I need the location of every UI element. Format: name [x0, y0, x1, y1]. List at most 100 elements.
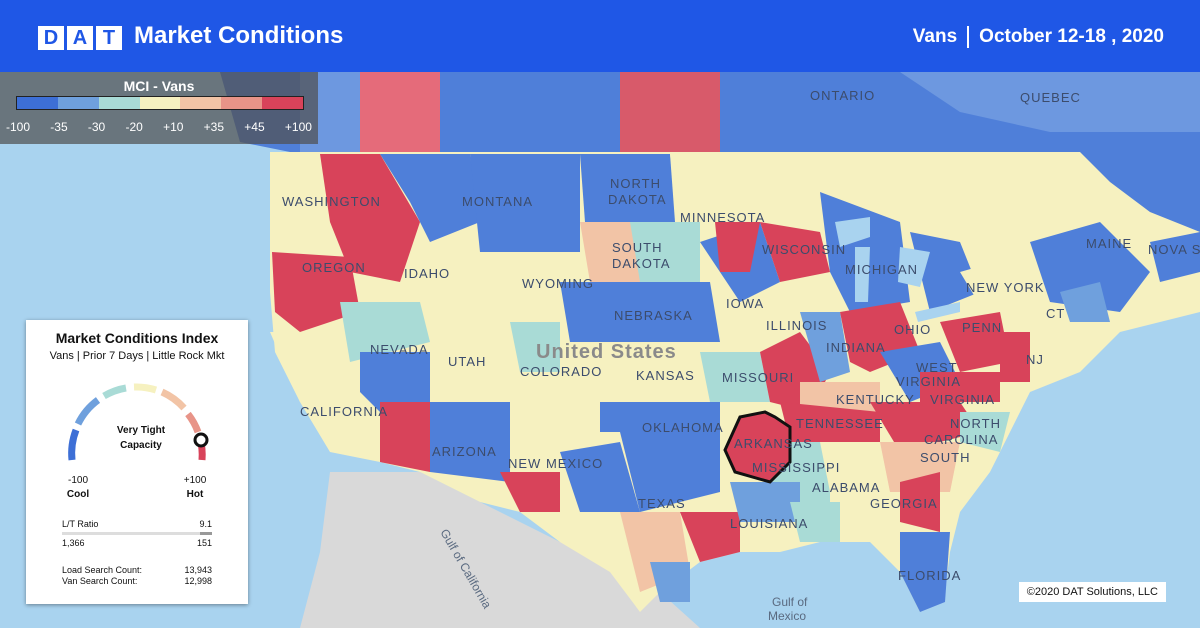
lt-ratio-bar [62, 532, 212, 535]
legend-tick: -100 [6, 120, 31, 134]
label-washington: WASHINGTON [282, 194, 381, 209]
gauge-indicator [193, 432, 209, 448]
legend-swatch [262, 97, 304, 109]
label-new-mexico: NEW MEXICO [508, 456, 603, 471]
panel-subtitle: Vans | Prior 7 Days | Little Rock Mkt [49, 350, 225, 362]
label-ct: CT [1046, 306, 1065, 321]
label-nj: NJ [1026, 352, 1044, 367]
equipment-type: Vans [912, 26, 958, 47]
market-conditions-panel: Market Conditions Index Vans | Prior 7 D… [26, 320, 248, 604]
label-nova-scotia: NOVA SC [1148, 242, 1200, 257]
label-virginia: VIRGINIA [930, 392, 995, 407]
label-utah: UTAH [448, 354, 486, 369]
gauge-status-line2: Capacity [120, 440, 162, 451]
label-minnesota: MINNESOTA [680, 210, 765, 225]
legend-tick: +45 [244, 120, 265, 134]
dat-logo: D A T [38, 26, 122, 50]
label-ohio: OHIO [894, 322, 931, 337]
label-north-dakota-1: NORTH [610, 176, 661, 191]
label-maine: MAINE [1086, 236, 1132, 251]
legend-tick: -30 [87, 120, 106, 134]
label-gulf-of-mexico-2: Mexico [768, 609, 806, 623]
legend-title: MCI - Vans [123, 78, 195, 94]
label-north-dakota-2: DAKOTA [608, 192, 667, 207]
label-california: CALIFORNIA [300, 404, 388, 419]
label-south-dakota-2: DAKOTA [612, 256, 671, 271]
label-louisiana: LOUISIANA [730, 516, 808, 531]
label-georgia: GEORGIA [870, 496, 938, 511]
legend-tick: +10 [163, 120, 184, 134]
report-info: Vans October 12-18 , 2020 [913, 26, 1164, 48]
legend-color-scale [16, 96, 304, 110]
load-search-row: Load Search Count: 13,943 [62, 565, 212, 575]
lt-right-value: 151 [196, 538, 212, 548]
label-kentucky: KENTUCKY [836, 392, 915, 407]
label-mississippi: MISSISSIPPI [752, 460, 840, 475]
legend-swatch [98, 97, 140, 109]
label-north-carolina: NORTH [950, 416, 1001, 431]
gauge-max-label: Hot [186, 489, 204, 500]
label-quebec: QUEBEC [1020, 90, 1081, 105]
label-arizona: ARIZONA [432, 444, 497, 459]
label-indiana: INDIANA [826, 340, 886, 355]
van-search-row: Van Search Count: 12,998 [62, 576, 212, 586]
label-iowa: IOWA [726, 296, 764, 311]
label-montana: MONTANA [462, 194, 533, 209]
us-map: ONTARIO QUEBEC WASHINGTON MONTANA NORTH … [0, 72, 1200, 628]
van-search-label: Van Search Count: [62, 576, 138, 586]
label-texas: TEXAS [638, 496, 686, 511]
label-penn: PENN [962, 320, 1002, 335]
label-ontario: ONTARIO [810, 88, 875, 103]
legend-tick: +35 [203, 120, 225, 134]
lt-counts-row: 1,366 151 [62, 538, 212, 548]
load-search-value: 13,943 [184, 565, 212, 575]
logo-letter-a: A [67, 26, 93, 50]
label-gulf-of-mexico-1: Gulf of [772, 595, 808, 609]
gauge-max-value: +100 [183, 475, 207, 486]
copyright: ©2020 DAT Solutions, LLC [1018, 582, 1166, 602]
label-florida: FLORIDA [898, 568, 961, 583]
page-title: Market Conditions [134, 22, 344, 49]
van-search-value: 12,998 [184, 576, 212, 586]
lt-ratio-label: L/T Ratio [62, 519, 99, 529]
label-wisconsin: WISCONSIN [762, 242, 846, 257]
label-idaho: IDAHO [404, 266, 450, 281]
legend-swatch [17, 97, 58, 109]
legend-swatch [139, 97, 181, 109]
label-nevada: NEVADA [370, 342, 429, 357]
legend-swatch [57, 97, 99, 109]
date-range: October 12-18 , 2020 [979, 26, 1164, 47]
label-wyoming: WYOMING [522, 276, 594, 291]
load-search-label: Load Search Count: [62, 565, 143, 575]
label-west-virginia-1: WEST [916, 360, 958, 375]
lt-ratio-value: 9.1 [199, 519, 212, 529]
legend-swatch [180, 97, 222, 109]
label-illinois: ILLINOIS [766, 318, 827, 333]
mci-legend: MCI - Vans -100 -35 -30 -20 +10 +35 +45 +100 [0, 72, 318, 144]
panel-title: Market Conditions Index [55, 330, 219, 346]
header-bar: D A T Market Conditions Vans October 12-… [0, 0, 1200, 72]
gauge-min-label: Cool [66, 489, 90, 500]
label-tennessee: TENNESSEE [796, 416, 884, 431]
label-missouri: MISSOURI [722, 370, 794, 385]
label-new-york: NEW YORK [966, 280, 1045, 295]
lt-ratio-row: L/T Ratio 9.1 [62, 519, 212, 529]
gauge-min-value: -100 [67, 475, 88, 486]
label-united-states: United States [536, 341, 677, 363]
label-carolina: CAROLINA [924, 432, 998, 447]
logo-letter-d: D [38, 26, 64, 50]
legend-tick: +100 [284, 120, 312, 134]
label-south: SOUTH [920, 450, 971, 465]
label-oklahoma: OKLAHOMA [642, 420, 724, 435]
legend-swatch [221, 97, 263, 109]
logo-letter-t: T [96, 26, 122, 50]
divider [967, 26, 970, 48]
label-south-dakota-1: SOUTH [612, 240, 663, 255]
legend-tick: -35 [50, 120, 68, 134]
label-michigan: MICHIGAN [845, 262, 918, 277]
label-oregon: OREGON [302, 260, 366, 275]
lt-left-value: 1,366 [62, 538, 85, 548]
legend-ticks: -100 -35 -30 -20 +10 +35 +45 +100 [6, 120, 312, 134]
label-nebraska: NEBRASKA [614, 308, 693, 323]
gauge-status: Very Tight Capacity [106, 423, 176, 453]
